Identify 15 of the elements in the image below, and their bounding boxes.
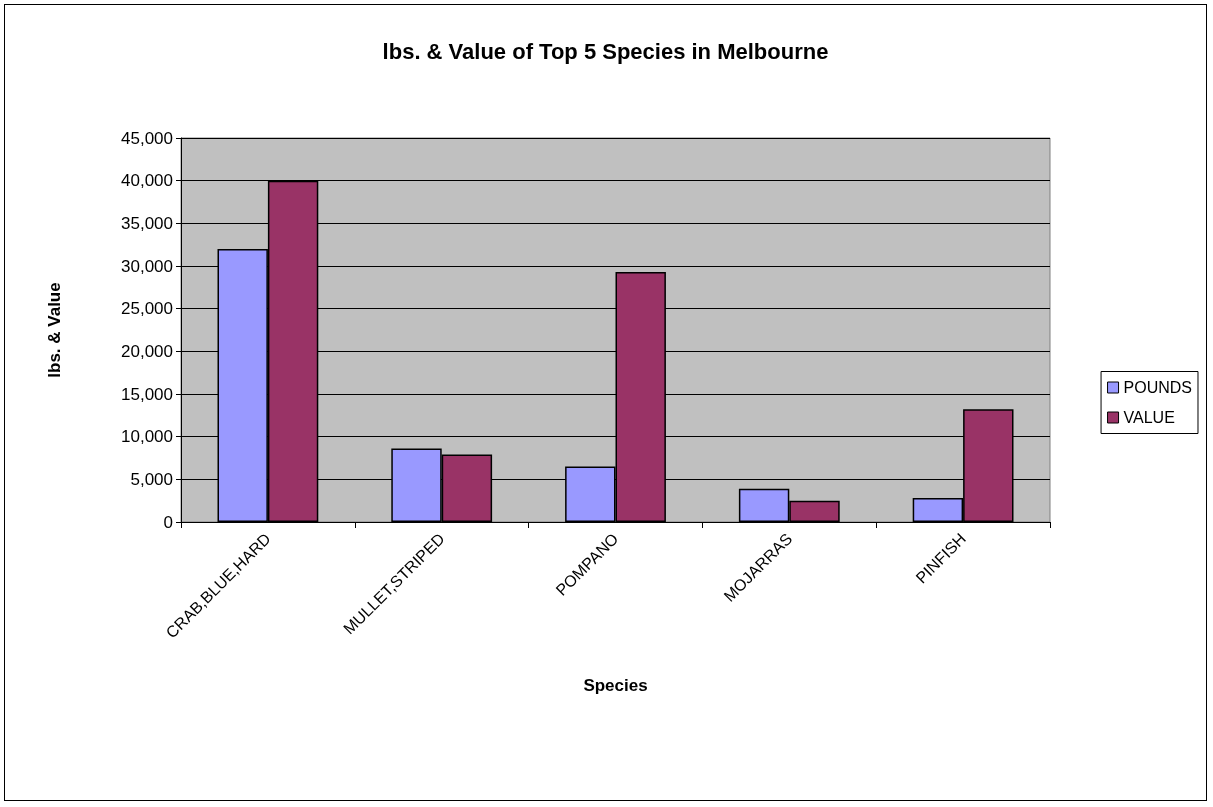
y-tick-label: 5,000 <box>130 469 173 489</box>
y-tick-label: 45,000 <box>121 128 173 148</box>
y-tick-label: 30,000 <box>121 256 173 276</box>
y-tick-label: 10,000 <box>121 427 173 447</box>
y-tick-label: 35,000 <box>121 213 173 233</box>
x-axis-title: Species <box>583 676 648 695</box>
legend-label: POUNDS <box>1123 379 1192 396</box>
y-tick-label: 40,000 <box>121 171 173 191</box>
y-axis-title: lbs. & Value <box>45 282 64 378</box>
chart-title: lbs. & Value of Top 5 Species in Melbourne <box>382 38 829 64</box>
y-tick-label: 15,000 <box>121 384 173 404</box>
y-tick-label: 20,000 <box>121 341 173 361</box>
legend-label: VALUE <box>1123 409 1175 426</box>
y-tick-label: 25,000 <box>121 299 173 319</box>
y-tick-label: 0 <box>163 512 173 532</box>
